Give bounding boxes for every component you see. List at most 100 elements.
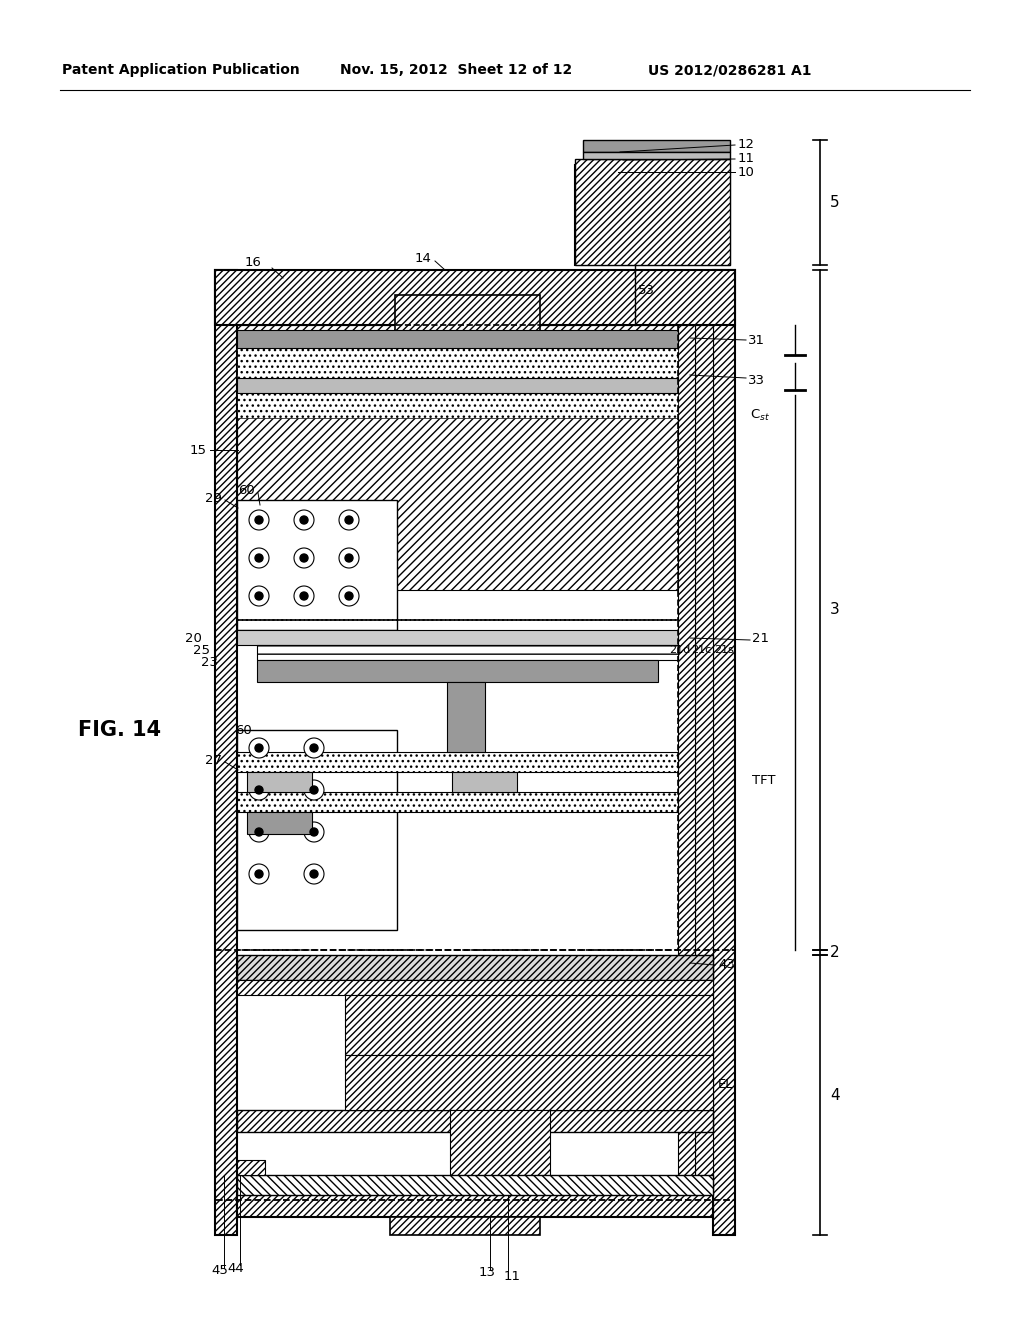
Bar [237, 730, 397, 931]
Circle shape [345, 554, 353, 562]
Bar [247, 812, 312, 834]
Text: 15: 15 [190, 444, 207, 457]
Bar [237, 378, 678, 393]
Text: C$_{st}$: C$_{st}$ [750, 408, 770, 422]
Bar [257, 660, 658, 682]
Bar [237, 1160, 265, 1175]
Circle shape [339, 510, 359, 531]
Bar [237, 1195, 713, 1217]
Bar [257, 645, 678, 660]
Circle shape [255, 744, 263, 752]
Circle shape [300, 591, 308, 601]
Circle shape [310, 870, 318, 878]
Text: 2: 2 [830, 945, 840, 960]
Circle shape [310, 828, 318, 836]
Bar [237, 630, 678, 645]
Circle shape [300, 516, 308, 524]
Circle shape [294, 510, 314, 531]
Circle shape [249, 865, 269, 884]
Circle shape [345, 591, 353, 601]
Text: 21d: 21d [669, 645, 690, 655]
Text: 21s: 21s [714, 645, 734, 655]
Text: 53: 53 [638, 284, 655, 297]
Bar [215, 271, 237, 1236]
Bar [237, 348, 678, 378]
Bar [713, 271, 735, 1236]
Bar [237, 620, 678, 950]
Text: 60: 60 [239, 483, 255, 496]
Bar [237, 500, 397, 630]
Text: TFT: TFT [752, 774, 775, 787]
Text: 60: 60 [236, 723, 252, 737]
Bar [237, 1175, 713, 1195]
Bar [447, 682, 485, 752]
Circle shape [255, 870, 263, 878]
Circle shape [304, 738, 324, 758]
Circle shape [249, 510, 269, 531]
Bar [247, 772, 312, 792]
Circle shape [255, 591, 263, 601]
Bar [450, 1110, 550, 1200]
Text: 29: 29 [205, 491, 222, 504]
Text: 45: 45 [212, 1263, 228, 1276]
Text: 16: 16 [245, 256, 262, 268]
Text: 4: 4 [830, 1088, 840, 1102]
Bar [237, 325, 713, 590]
Bar [395, 294, 540, 335]
Bar [345, 1055, 713, 1110]
Text: 31: 31 [748, 334, 765, 346]
Circle shape [339, 548, 359, 568]
Text: 3: 3 [830, 602, 840, 618]
Text: 5: 5 [830, 195, 840, 210]
Text: 23: 23 [201, 656, 218, 668]
Bar [237, 393, 678, 418]
Bar [583, 140, 730, 152]
Circle shape [300, 554, 308, 562]
Circle shape [339, 586, 359, 606]
Circle shape [255, 516, 263, 524]
Circle shape [310, 785, 318, 795]
Circle shape [255, 554, 263, 562]
Text: 13: 13 [478, 1266, 496, 1279]
Bar [237, 752, 678, 772]
Text: 14: 14 [415, 252, 432, 264]
Bar [237, 979, 713, 995]
Text: 10: 10 [738, 165, 755, 178]
Bar [575, 158, 730, 265]
Circle shape [345, 516, 353, 524]
Bar [695, 325, 713, 1213]
Text: EL: EL [718, 1078, 733, 1092]
Circle shape [294, 548, 314, 568]
Bar [237, 954, 713, 979]
Circle shape [249, 738, 269, 758]
Circle shape [249, 822, 269, 842]
Bar [345, 995, 713, 1055]
Bar [575, 165, 730, 265]
Circle shape [255, 785, 263, 795]
Bar [583, 152, 730, 158]
Circle shape [249, 548, 269, 568]
Text: 11: 11 [504, 1270, 520, 1283]
Bar [678, 325, 695, 1213]
Bar [390, 1217, 540, 1236]
Circle shape [304, 865, 324, 884]
Text: 21c: 21c [691, 645, 712, 655]
Text: FIG. 14: FIG. 14 [78, 719, 161, 741]
Bar [237, 325, 678, 620]
Text: 12: 12 [738, 137, 755, 150]
Circle shape [304, 780, 324, 800]
Bar [237, 792, 678, 812]
Text: 44: 44 [227, 1262, 245, 1275]
Bar [237, 330, 678, 348]
Text: 27: 27 [205, 754, 222, 767]
Bar [452, 772, 517, 792]
Circle shape [310, 744, 318, 752]
Text: Patent Application Publication: Patent Application Publication [62, 63, 300, 77]
Text: 33: 33 [748, 374, 765, 387]
Circle shape [294, 586, 314, 606]
Text: US 2012/0286281 A1: US 2012/0286281 A1 [648, 63, 811, 77]
Bar [237, 1110, 713, 1133]
Text: 25: 25 [193, 644, 210, 656]
Text: 20: 20 [185, 631, 202, 644]
Circle shape [249, 586, 269, 606]
